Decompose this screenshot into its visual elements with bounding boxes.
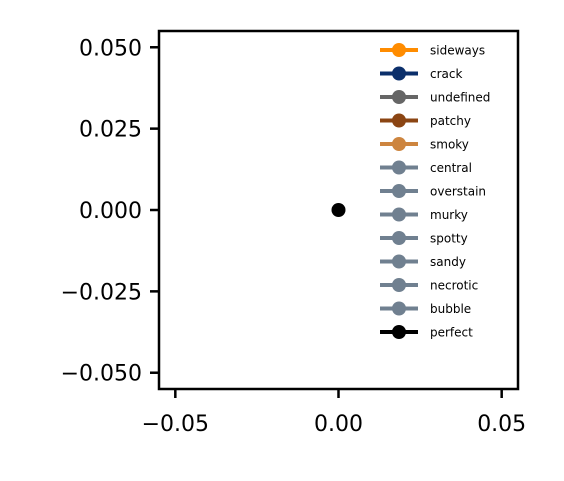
legend-marker-sandy — [392, 254, 406, 269]
legend-label: perfect — [430, 326, 473, 340]
x-axis: −0.05 0.00 0.05 — [142, 389, 526, 437]
legend-label: patchy — [430, 114, 471, 128]
legend-marker-bubble — [392, 301, 406, 316]
legend-label: smoky — [430, 138, 469, 152]
legend-marker-crack — [392, 66, 406, 81]
legend-marker-necrotic — [392, 278, 406, 292]
legend-marker-patchy — [392, 113, 406, 128]
legend-label: central — [430, 161, 472, 175]
legend-label: necrotic — [430, 279, 478, 293]
legend-label: sandy — [430, 255, 466, 269]
legend-label: sideways — [430, 44, 485, 58]
y-axis: 0.050 0.025 0.000 −0.025 −0.050 — [61, 36, 159, 387]
y-tick-label: 0.025 — [79, 118, 142, 143]
x-tick-label: −0.05 — [142, 412, 209, 437]
legend-marker-perfect — [392, 325, 406, 339]
legend-marker-smoky — [392, 137, 406, 151]
legend-label: crack — [430, 67, 462, 81]
legend-marker-sideways — [392, 43, 406, 57]
data-point-perfect — [331, 203, 346, 217]
x-tick-label: 0.00 — [314, 412, 363, 437]
legend-label: overstain — [430, 185, 486, 199]
series-layer — [331, 203, 346, 217]
x-tick-label: 0.05 — [477, 412, 526, 437]
y-tick-label: 0.050 — [79, 36, 142, 61]
legend-marker-central — [392, 160, 406, 175]
legend-label: spotty — [430, 232, 468, 246]
legend-label: undefined — [430, 91, 490, 105]
y-tick-label: −0.050 — [61, 362, 142, 387]
legend: sideways crack undefined patchy smoky central… — [380, 43, 490, 340]
legend-marker-spotty — [392, 231, 406, 245]
legend-marker-overstain — [392, 184, 406, 198]
legend-marker-murky — [392, 207, 406, 222]
legend-label: murky — [430, 208, 468, 222]
y-tick-label: −0.025 — [61, 280, 142, 305]
legend-marker-undefined — [392, 90, 406, 104]
y-tick-label: 0.000 — [79, 199, 142, 224]
legend-label: bubble — [430, 302, 471, 316]
